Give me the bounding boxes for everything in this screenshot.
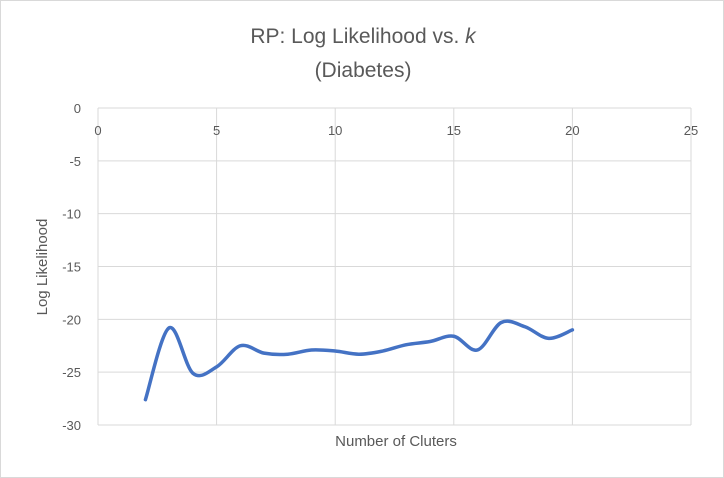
- data-point: [238, 344, 242, 348]
- chart-title-prefix: RP: Log Likelihood vs.: [250, 25, 465, 48]
- horizontal-gridlines: [98, 107, 691, 426]
- data-point: [499, 321, 503, 325]
- y-tick-label: 0: [74, 101, 81, 116]
- y-tick-label: -25: [62, 365, 81, 380]
- data-point: [357, 352, 361, 356]
- data-point: [452, 334, 456, 338]
- data-point: [570, 328, 574, 332]
- x-tick-label: 0: [94, 123, 101, 138]
- series-layer: [143, 319, 575, 402]
- data-point: [381, 349, 385, 353]
- data-point: [333, 349, 337, 353]
- data-point: [476, 348, 480, 352]
- series-line: [143, 319, 575, 402]
- data-point: [286, 352, 290, 356]
- y-axis-tick-labels: 0 -5 -10 -15 -20 -25 -30: [62, 101, 81, 433]
- chart-subtitle: (Diabetes): [315, 59, 412, 82]
- x-axis-tick-labels: 0 5 10 15 20 25: [94, 123, 698, 138]
- data-point: [143, 398, 147, 402]
- y-tick-label: -30: [62, 418, 81, 433]
- data-point: [547, 336, 551, 340]
- y-tick-label: -15: [62, 260, 81, 275]
- x-tick-label: 5: [213, 123, 220, 138]
- chart-title-variable: k: [465, 25, 477, 48]
- data-point: [191, 371, 195, 375]
- x-tick-label: 20: [565, 123, 579, 138]
- data-point: [523, 325, 527, 329]
- data-point: [428, 340, 432, 344]
- data-point: [262, 351, 266, 355]
- x-tick-label: 15: [447, 123, 461, 138]
- data-point: [404, 343, 408, 347]
- y-axis-title: Log Likelihood: [34, 219, 51, 316]
- y-tick-label: -20: [62, 312, 81, 327]
- y-tick-label: -10: [62, 207, 81, 222]
- chart-title: RP: Log Likelihood vs. k: [250, 25, 477, 48]
- data-point: [215, 365, 219, 369]
- x-tick-label: 25: [684, 123, 698, 138]
- y-tick-label: -5: [69, 154, 81, 169]
- data-point: [167, 326, 171, 330]
- x-tick-label: 10: [328, 123, 342, 138]
- data-point: [309, 348, 313, 352]
- x-axis-title: Number of Cluters: [335, 433, 457, 450]
